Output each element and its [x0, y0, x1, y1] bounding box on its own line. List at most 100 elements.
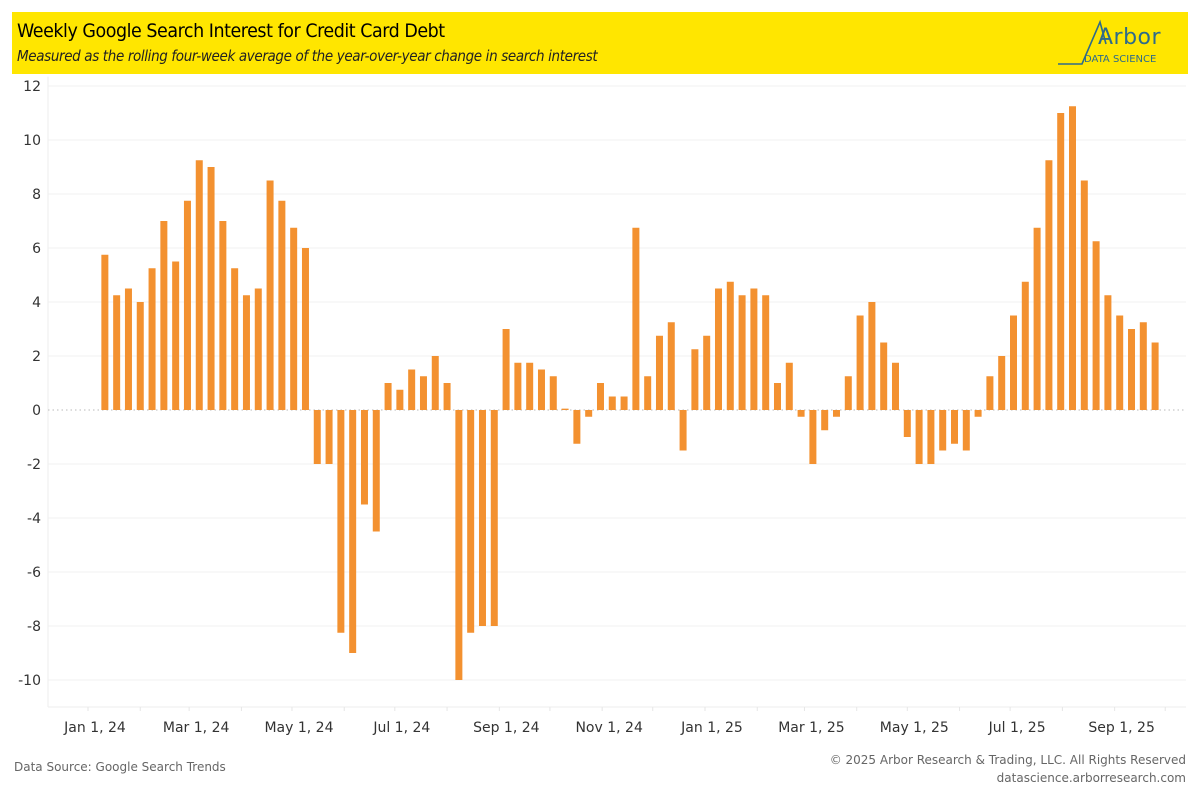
x-tick-label: Jul 1, 24: [372, 720, 430, 736]
y-tick-label: -2: [27, 457, 41, 473]
y-tick-label: -8: [27, 619, 41, 635]
bar: [585, 410, 593, 417]
bar: [809, 410, 817, 464]
bar: [455, 410, 463, 680]
bar: [301, 248, 309, 410]
bar: [1116, 315, 1124, 410]
y-tick-label: 8: [32, 187, 41, 203]
x-tick-label: Jul 1, 25: [988, 720, 1046, 736]
x-tick-label: May 1, 24: [264, 720, 333, 736]
y-tick-label: 4: [32, 295, 41, 311]
bar: [254, 288, 262, 410]
bar: [408, 369, 416, 410]
bar: [986, 376, 994, 410]
y-tick-label: -4: [27, 511, 41, 527]
y-tick-label: -6: [27, 565, 41, 581]
bar: [620, 396, 628, 410]
x-tick-label: Jan 1, 24: [63, 720, 126, 736]
bar: [797, 410, 805, 417]
y-tick-label: 2: [32, 349, 41, 365]
bar: [160, 221, 168, 410]
x-tick-label: Nov 1, 24: [575, 720, 642, 736]
bar: [266, 180, 274, 410]
bar: [667, 322, 675, 410]
bar: [490, 410, 498, 626]
website-link[interactable]: datascience.arborresearch.com: [996, 771, 1186, 785]
bar: [962, 410, 970, 451]
bar: [325, 410, 333, 464]
bar: [1069, 106, 1076, 410]
bar: [349, 410, 357, 653]
gridlines: [47, 76, 1186, 708]
data-source: Data Source: Google Search Trends: [14, 760, 226, 774]
bar: [1033, 227, 1041, 410]
bar: [526, 362, 534, 410]
chart-subtitle: Measured as the rolling four-week averag…: [17, 47, 598, 65]
bar: [360, 410, 368, 505]
bar: [443, 383, 451, 410]
logo-name: Arbor: [1098, 25, 1162, 50]
bar: [998, 356, 1006, 410]
bar: [1104, 295, 1112, 410]
logo-peak-icon: [1058, 19, 1107, 65]
x-tick-label: Sep 1, 25: [1088, 720, 1154, 736]
bar: [419, 376, 427, 410]
y-tick-label: 12: [23, 79, 41, 95]
bar: [1021, 281, 1029, 410]
bar: [1128, 329, 1136, 410]
bar: [596, 383, 604, 410]
bar: [231, 268, 239, 410]
bar: [750, 288, 758, 410]
bar: [549, 376, 557, 410]
bar: [738, 295, 746, 410]
bar: [974, 410, 982, 417]
bar: [101, 254, 109, 410]
bar: [679, 410, 687, 451]
bar: [372, 410, 380, 532]
chart-title: Weekly Google Search Interest for Credit…: [17, 20, 445, 42]
bar: [691, 349, 699, 410]
bar: [313, 410, 321, 464]
bar: [561, 408, 569, 410]
y-tick-label: -10: [18, 673, 41, 689]
y-tick-label: 6: [32, 241, 41, 257]
bar: [891, 362, 899, 410]
bar: [290, 227, 298, 410]
bar: [773, 383, 781, 410]
bar: [927, 410, 935, 464]
bar: [939, 410, 947, 451]
footer-credits: © 2025 Arbor Research & Trading, LLC. Al…: [830, 751, 1186, 787]
bar: [726, 281, 734, 410]
arbor-logo: Arbor DATA SCIENCE: [1054, 16, 1174, 70]
bar: [903, 410, 911, 437]
x-tick-label: Mar 1, 24: [163, 720, 230, 736]
bar: [396, 389, 404, 410]
y-axis: 12 10 8 6 4 2 0 -2 -4 -6 -8 -10: [18, 79, 41, 689]
x-axis: Jan 1, 24 Mar 1, 24 May 1, 24 Jul 1, 24 Sep …: [63, 707, 1166, 736]
bar: [951, 410, 958, 444]
y-tick-label: 0: [32, 403, 41, 419]
bar: [242, 295, 250, 410]
bar: [1092, 241, 1100, 410]
bar: [1010, 315, 1017, 410]
bar: [384, 383, 392, 410]
logo-subtitle: DATA SCIENCE: [1084, 54, 1157, 65]
x-tick-label: Jan 1, 25: [680, 720, 743, 736]
bar: [113, 295, 121, 410]
bar: [219, 221, 227, 410]
bar: [1057, 113, 1065, 410]
bar: [467, 410, 475, 633]
bar: [502, 329, 510, 410]
bar: [172, 261, 180, 410]
bar: [821, 410, 829, 431]
bar: [124, 288, 132, 410]
x-tick-label: May 1, 25: [880, 720, 949, 736]
bar: [655, 335, 663, 410]
bar: [844, 376, 852, 410]
bar: [431, 356, 439, 410]
bars: [101, 106, 1159, 680]
bar: [785, 362, 793, 410]
bar: [478, 410, 486, 626]
bar: [832, 410, 840, 417]
bar: [762, 295, 770, 410]
